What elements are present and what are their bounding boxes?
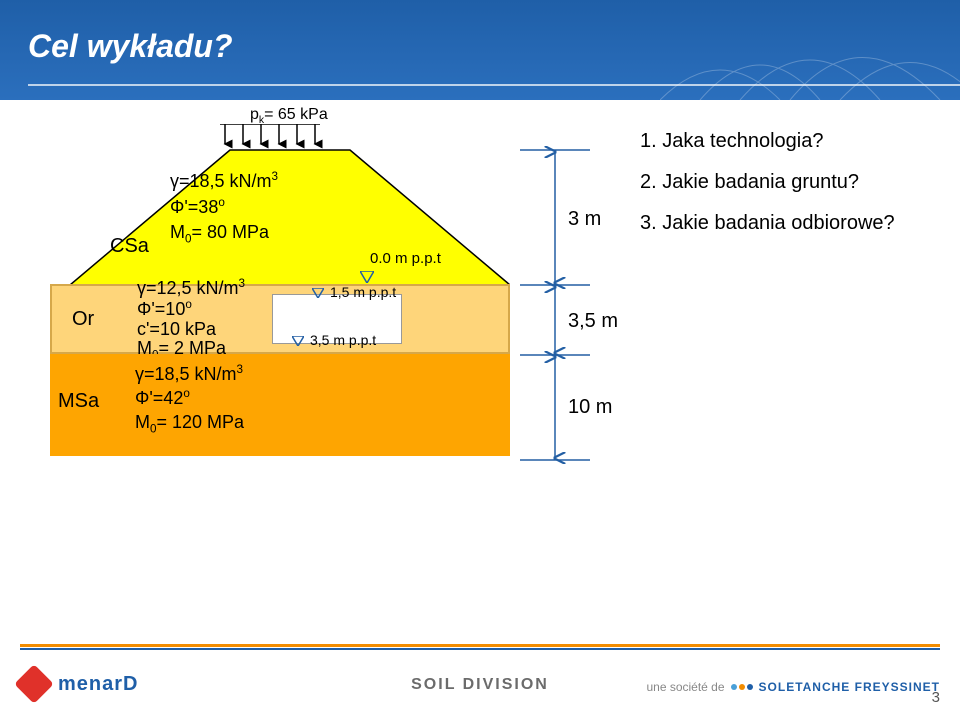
or-c: c'=10 kPa: [137, 320, 245, 340]
gw-bot: 3,5 m p.p.t: [310, 332, 376, 348]
msa-phi-sup: o: [183, 387, 190, 400]
emb-gamma-sup: 3: [272, 170, 279, 183]
question-3: 3. Jakie badania odbiorowe?: [640, 212, 950, 235]
pk-rest: = 65 kPa: [264, 106, 328, 123]
sf-dots-icon: [731, 684, 753, 690]
gw-level-0: 0.0 m p.p.t: [370, 250, 441, 267]
right-brand-block: une société de SOLETANCHE FREYSSINET: [646, 680, 940, 694]
dim-3m: 3 m: [568, 208, 601, 231]
menard-diamond-icon: [14, 664, 54, 704]
or-gamma: γ=12,5 kN/m: [137, 278, 239, 298]
msa-label: MSa: [58, 390, 99, 413]
gw-top: 1,5 m p.p.t: [330, 284, 396, 300]
or-gamma-sup: 3: [239, 277, 246, 290]
wt-bot-icon: [292, 336, 304, 346]
layer-or: Or γ=12,5 kN/m3 Φ'=10o c'=10 kPa M0= 2 M…: [50, 284, 510, 354]
page-number: 3: [932, 689, 940, 706]
header-underline: [28, 84, 960, 86]
emb-m0: M: [170, 222, 185, 242]
emb-gamma: γ=18,5 kN/m: [170, 171, 272, 191]
pk-p: p: [250, 106, 259, 123]
question-1: 1. Jaka technologia?: [640, 130, 950, 153]
or-phi-sup: o: [185, 298, 192, 311]
or-label: Or: [72, 308, 94, 331]
questions-list: 1. Jaka technologia? 2. Jakie badania gr…: [640, 130, 950, 253]
dimension-column: 3 m 3,5 m 10 m: [520, 130, 660, 470]
msa-gamma-sup: 3: [237, 363, 244, 376]
layer-msa: MSa γ=18,5 kN/m3 Φ'=42o M0= 120 MPa: [50, 354, 510, 456]
msa-m0-rest: = 120 MPa: [157, 412, 245, 432]
msa-gamma: γ=18,5 kN/m: [135, 364, 237, 384]
slide-footer: menarD SOIL DIVISION une société de SOLE…: [0, 644, 960, 708]
footer-line-blue: [20, 648, 940, 650]
wt-top-icon: [312, 288, 324, 298]
diagram: pk= 65 kPa CSa γ=18,5 kN/m3 Φ'=38o M0= 8…: [50, 130, 910, 590]
gw-triangle-icon: [360, 271, 374, 283]
msa-phi: Φ'=42: [135, 388, 183, 408]
soil-division-text: SOIL DIVISION: [411, 676, 549, 694]
societe-prefix: une société de: [646, 680, 724, 694]
dimension-lines-icon: [520, 130, 660, 480]
soletanche-text: SOLETANCHE FREYSSINET: [759, 680, 940, 694]
embankment-trapezoid: CSa γ=18,5 kN/m3 Φ'=38o M0= 80 MPa 0.0 m…: [70, 130, 510, 245]
csa-label: CSa: [110, 235, 149, 258]
footer-line-orange: [20, 644, 940, 647]
menard-text: menarD: [58, 673, 138, 696]
dim-3-5m: 3,5 m: [568, 310, 618, 333]
emb-phi-sup: o: [218, 196, 225, 209]
page-title: Cel wykładu?: [28, 28, 233, 65]
menard-logo: menarD: [20, 670, 138, 698]
emb-phi: Φ'=38: [170, 197, 218, 217]
question-2: 2. Jakie badania gruntu?: [640, 171, 950, 194]
msa-m0: M: [135, 412, 150, 432]
slide-header: Cel wykładu?: [0, 0, 960, 100]
or-phi: Φ'=10: [137, 299, 185, 319]
dim-10m: 10 m: [568, 396, 612, 419]
emb-m0-rest: = 80 MPa: [192, 222, 270, 242]
